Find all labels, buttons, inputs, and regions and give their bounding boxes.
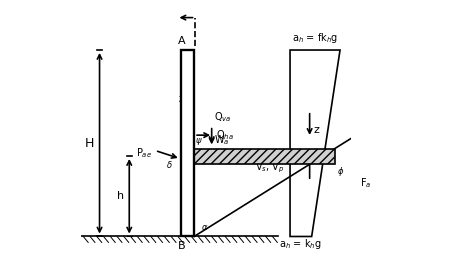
Text: F$_a$: F$_a$ [360,176,372,190]
Text: B: B [178,241,186,251]
Text: z: z [313,125,319,135]
Text: Q$_{ha}$: Q$_{ha}$ [216,128,234,142]
Text: z: z [178,94,183,104]
Text: $\phi$: $\phi$ [337,165,345,178]
Text: $\psi$: $\psi$ [195,136,203,147]
Text: $\delta$: $\delta$ [166,159,173,170]
Text: dz: dz [197,153,207,162]
Polygon shape [181,50,194,236]
Text: P$_{ae}$: P$_{ae}$ [136,146,152,160]
Polygon shape [194,149,335,164]
Text: H: H [85,137,94,150]
Text: a$_h$ = fk$_h$g: a$_h$ = fk$_h$g [292,31,338,44]
Text: A: A [178,36,186,46]
Text: $\alpha$: $\alpha$ [201,223,208,232]
Text: a$_h$ = k$_h$g: a$_h$ = k$_h$g [280,237,322,251]
Text: h: h [117,191,124,201]
Text: V$_s$, V$_p$: V$_s$, V$_p$ [255,160,285,175]
Text: W$_a$: W$_a$ [214,134,230,147]
Text: Q$_{va}$: Q$_{va}$ [214,111,232,124]
